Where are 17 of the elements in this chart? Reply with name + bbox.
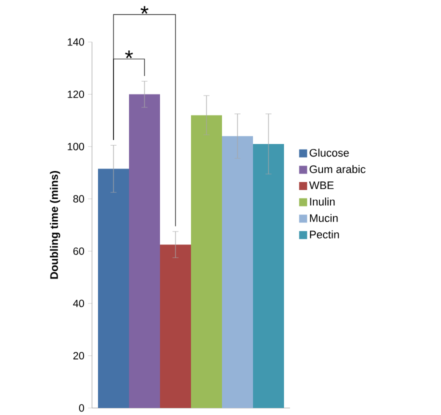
- y-tick-label: 120: [68, 90, 84, 98]
- legend-label: Pectin: [310, 230, 339, 238]
- y-tick-label: 80: [73, 195, 84, 203]
- annotation: *: [125, 50, 133, 58]
- legend-label: WBE: [309, 182, 334, 190]
- legend-label: Mucin: [310, 214, 338, 222]
- y-tick-label: 100: [68, 142, 84, 150]
- legend-label: Inulin: [310, 198, 335, 206]
- text: *: [140, 6, 148, 14]
- y-tick-label: 0: [79, 404, 84, 412]
- legend-label: Glucose: [310, 148, 349, 157]
- y-tick-label: 20: [73, 352, 84, 360]
- y-tick-label: 140: [68, 38, 84, 46]
- legend-label: Gum arabic: [310, 165, 366, 174]
- y-tick-label: 60: [73, 247, 84, 255]
- y-tick-label: 40: [73, 300, 84, 308]
- y-axis-title: Doubling time (mins): [50, 171, 60, 279]
